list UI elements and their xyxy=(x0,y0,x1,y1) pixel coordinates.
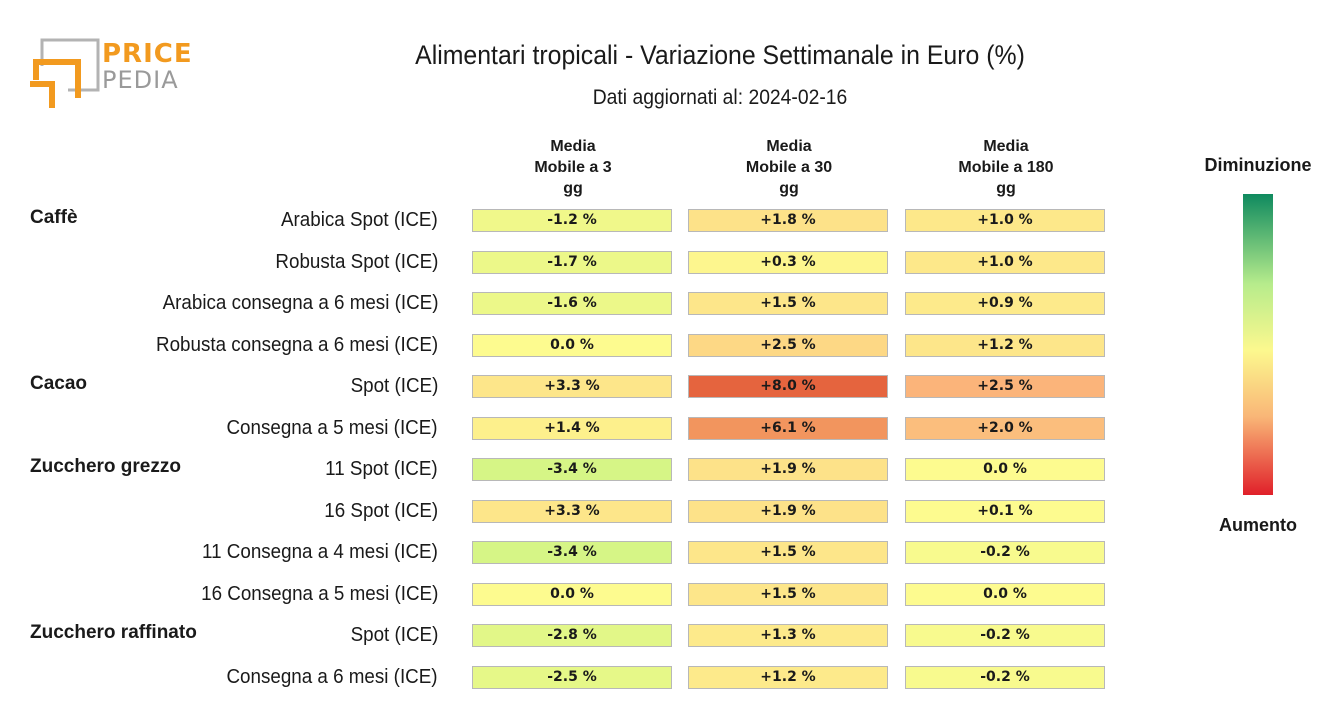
group-label: Caffè xyxy=(30,207,78,228)
heatmap-cell: +2.0 % xyxy=(905,416,1105,440)
heatmap-cell: +1.2 % xyxy=(688,665,888,689)
row-label: Arabica consegna a 6 mesi (ICE) xyxy=(162,292,438,314)
column-header: Media Mobile a 30 gg xyxy=(745,138,833,197)
pricepedia-logo: PRICE PEDIA xyxy=(30,38,193,110)
row-label: 16 Consegna a 5 mesi (ICE) xyxy=(200,582,438,605)
heatmap-cell: -1.6 % xyxy=(472,292,672,315)
column-header: Media Mobile a 180 gg xyxy=(958,138,1054,197)
heatmap-cell: -0.2 % xyxy=(905,541,1105,564)
heatmap-cell: +1.0 % xyxy=(905,209,1105,232)
heatmap-cell: +1.5 % xyxy=(688,292,888,315)
row-label: Spot (ICE) xyxy=(350,624,438,646)
heatmap-cell: +2.5 % xyxy=(688,333,888,357)
heatmap-cell: -3.4 % xyxy=(472,541,672,564)
heatmap-cell: -0.2 % xyxy=(905,665,1105,689)
heatmap-cell: +1.9 % xyxy=(688,499,888,523)
row-label: 11 Consegna a 4 mesi (ICE) xyxy=(202,541,438,563)
heatmap-cell: +2.5 % xyxy=(905,375,1105,398)
row-label: 11 Spot (ICE) xyxy=(325,458,438,480)
heatmap-cell: -1.2 % xyxy=(472,209,672,232)
row-label: Robusta consegna a 6 mesi (ICE) xyxy=(155,333,438,356)
heatmap-cell: 0.0 % xyxy=(472,582,672,606)
heatmap-cell: 0.0 % xyxy=(905,458,1105,481)
heatmap-cell: +1.9 % xyxy=(688,458,888,481)
logo-text-pedia: PEDIA xyxy=(102,66,179,94)
legend-top-label: Diminuzione xyxy=(1204,155,1312,175)
color-scale-bar xyxy=(1243,194,1273,495)
group-label: Zucchero grezzo xyxy=(30,456,181,477)
heatmap-cell: +1.5 % xyxy=(688,582,888,606)
heatmap-cell: +0.1 % xyxy=(905,499,1105,523)
heatmap-cell: -3.4 % xyxy=(472,458,672,481)
group-label: Zucchero raffinato xyxy=(30,622,197,643)
column-header: Media Mobile a 3 gg xyxy=(534,138,612,197)
logo-mark-icon xyxy=(30,38,100,108)
row-label: Arabica Spot (ICE) xyxy=(281,209,438,231)
heatmap-cell: +1.0 % xyxy=(905,250,1105,274)
logo-text-price: PRICE xyxy=(102,39,193,69)
heatmap-cell: +1.4 % xyxy=(472,416,672,440)
heatmap-cell: 0.0 % xyxy=(472,333,672,357)
heatmap-cell: +6.1 % xyxy=(688,416,888,440)
row-label: 16 Spot (ICE) xyxy=(324,499,438,522)
heatmap-cell: +0.9 % xyxy=(905,292,1105,315)
row-label: Consegna a 6 mesi (ICE) xyxy=(226,665,438,688)
row-label: Consegna a 5 mesi (ICE) xyxy=(226,416,438,439)
heatmap-cell: 0.0 % xyxy=(905,582,1105,606)
group-label: Cacao xyxy=(30,373,88,394)
heatmap-cell: -1.7 % xyxy=(472,250,672,274)
heatmap-cell: +8.0 % xyxy=(688,375,888,398)
heatmap-cell: +0.3 % xyxy=(688,250,888,274)
heatmap-cell: +3.3 % xyxy=(472,375,672,398)
heatmap-cell: +3.3 % xyxy=(472,499,672,523)
chart-title: Alimentari tropicali - Variazione Settim… xyxy=(415,40,1025,70)
chart-subtitle: Dati aggiornati al: 2024-02-16 xyxy=(592,86,848,109)
heatmap-cell: +1.3 % xyxy=(688,624,888,647)
heatmap-cell: -0.2 % xyxy=(905,624,1105,647)
heatmap-cell: +1.5 % xyxy=(688,541,888,564)
legend-bottom-label: Aumento xyxy=(1219,515,1297,535)
heatmap-cell: -2.8 % xyxy=(472,624,672,647)
row-label: Robusta Spot (ICE) xyxy=(274,250,438,273)
heatmap-cell: -2.5 % xyxy=(472,665,672,689)
heatmap-cell: +1.8 % xyxy=(688,209,888,232)
row-label: Spot (ICE) xyxy=(350,375,438,397)
heatmap-cell: +1.2 % xyxy=(905,333,1105,357)
